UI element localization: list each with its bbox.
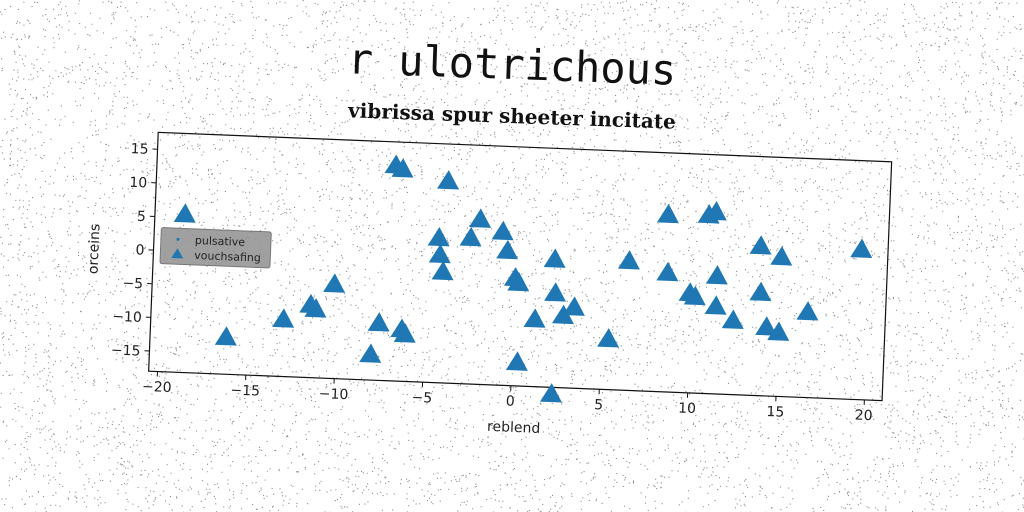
y-tick-label: −5 <box>122 276 143 293</box>
legend-label-pulsative: pulsative <box>195 234 246 249</box>
x-axis-ticks: −20 −15 −10 −5 0 5 10 15 20 <box>142 371 873 425</box>
data-point <box>617 250 640 270</box>
data-point <box>539 383 562 403</box>
data-point <box>705 265 728 285</box>
y-axis-ticks: −15 −10 −5 0 5 10 15 <box>111 141 158 360</box>
plot-frame <box>148 131 893 402</box>
data-point <box>437 170 460 190</box>
data-point <box>496 239 519 260</box>
data-point <box>749 281 772 302</box>
data-point <box>704 295 727 315</box>
data-point <box>543 248 566 268</box>
y-tick-label: 15 <box>130 141 148 158</box>
data-point <box>755 316 778 336</box>
legend: pulsative vouchsafing <box>159 227 272 269</box>
y-tick-label: 0 <box>135 242 145 258</box>
data-point <box>428 243 451 264</box>
x-tick-label: −20 <box>142 379 172 396</box>
data-point <box>597 328 620 348</box>
y-tick-label: 10 <box>129 175 147 192</box>
data-point <box>767 321 790 341</box>
data-point <box>491 220 514 241</box>
legend-marker-triangle <box>171 248 184 259</box>
data-point <box>459 226 482 247</box>
data-point <box>507 271 530 292</box>
y-tick-label: 5 <box>137 209 147 225</box>
data-point <box>749 235 772 255</box>
y-tick-label: −15 <box>111 342 141 359</box>
data-point <box>796 301 819 321</box>
legend-marker-point <box>176 237 180 241</box>
x-tick-label: 10 <box>678 400 696 417</box>
data-point <box>214 326 237 346</box>
data-point <box>850 238 873 258</box>
data-point <box>304 298 327 318</box>
data-point <box>770 246 793 266</box>
x-tick-label: −5 <box>411 390 432 407</box>
data-point <box>173 203 196 223</box>
data-point <box>431 260 454 281</box>
data-point <box>544 282 567 302</box>
x-tick-label: 0 <box>506 394 516 410</box>
x-tick-label: 15 <box>766 404 784 421</box>
x-tick-label: −10 <box>318 386 348 403</box>
data-point <box>656 203 679 224</box>
data-point <box>391 158 414 178</box>
x-axis-label: reblend <box>487 419 541 437</box>
data-point <box>469 208 492 228</box>
x-tick-label: 5 <box>594 397 604 413</box>
legend-label-vouchsafing: vouchsafing <box>194 249 261 265</box>
y-axis-label: orceins <box>85 223 103 274</box>
chart-body: −20 −15 −10 −5 0 5 10 15 20 −15 −10 −5 0 5 10 15 reble… <box>85 131 893 437</box>
legend-box <box>159 227 272 269</box>
data-point <box>393 323 416 343</box>
data-point <box>523 308 546 328</box>
data-point <box>323 273 346 293</box>
data-markers <box>173 154 873 403</box>
x-tick-label: 20 <box>855 408 873 425</box>
data-point <box>359 343 382 363</box>
data-point <box>367 312 390 332</box>
data-point <box>721 309 744 329</box>
data-point <box>505 351 528 371</box>
y-tick-label: −10 <box>112 309 142 326</box>
data-point <box>704 201 727 221</box>
x-tick-label: −15 <box>230 382 260 399</box>
data-point <box>551 304 574 325</box>
data-point <box>427 226 450 247</box>
data-point <box>272 308 295 328</box>
data-point <box>562 296 585 316</box>
data-point <box>678 282 701 302</box>
data-point <box>656 261 679 282</box>
